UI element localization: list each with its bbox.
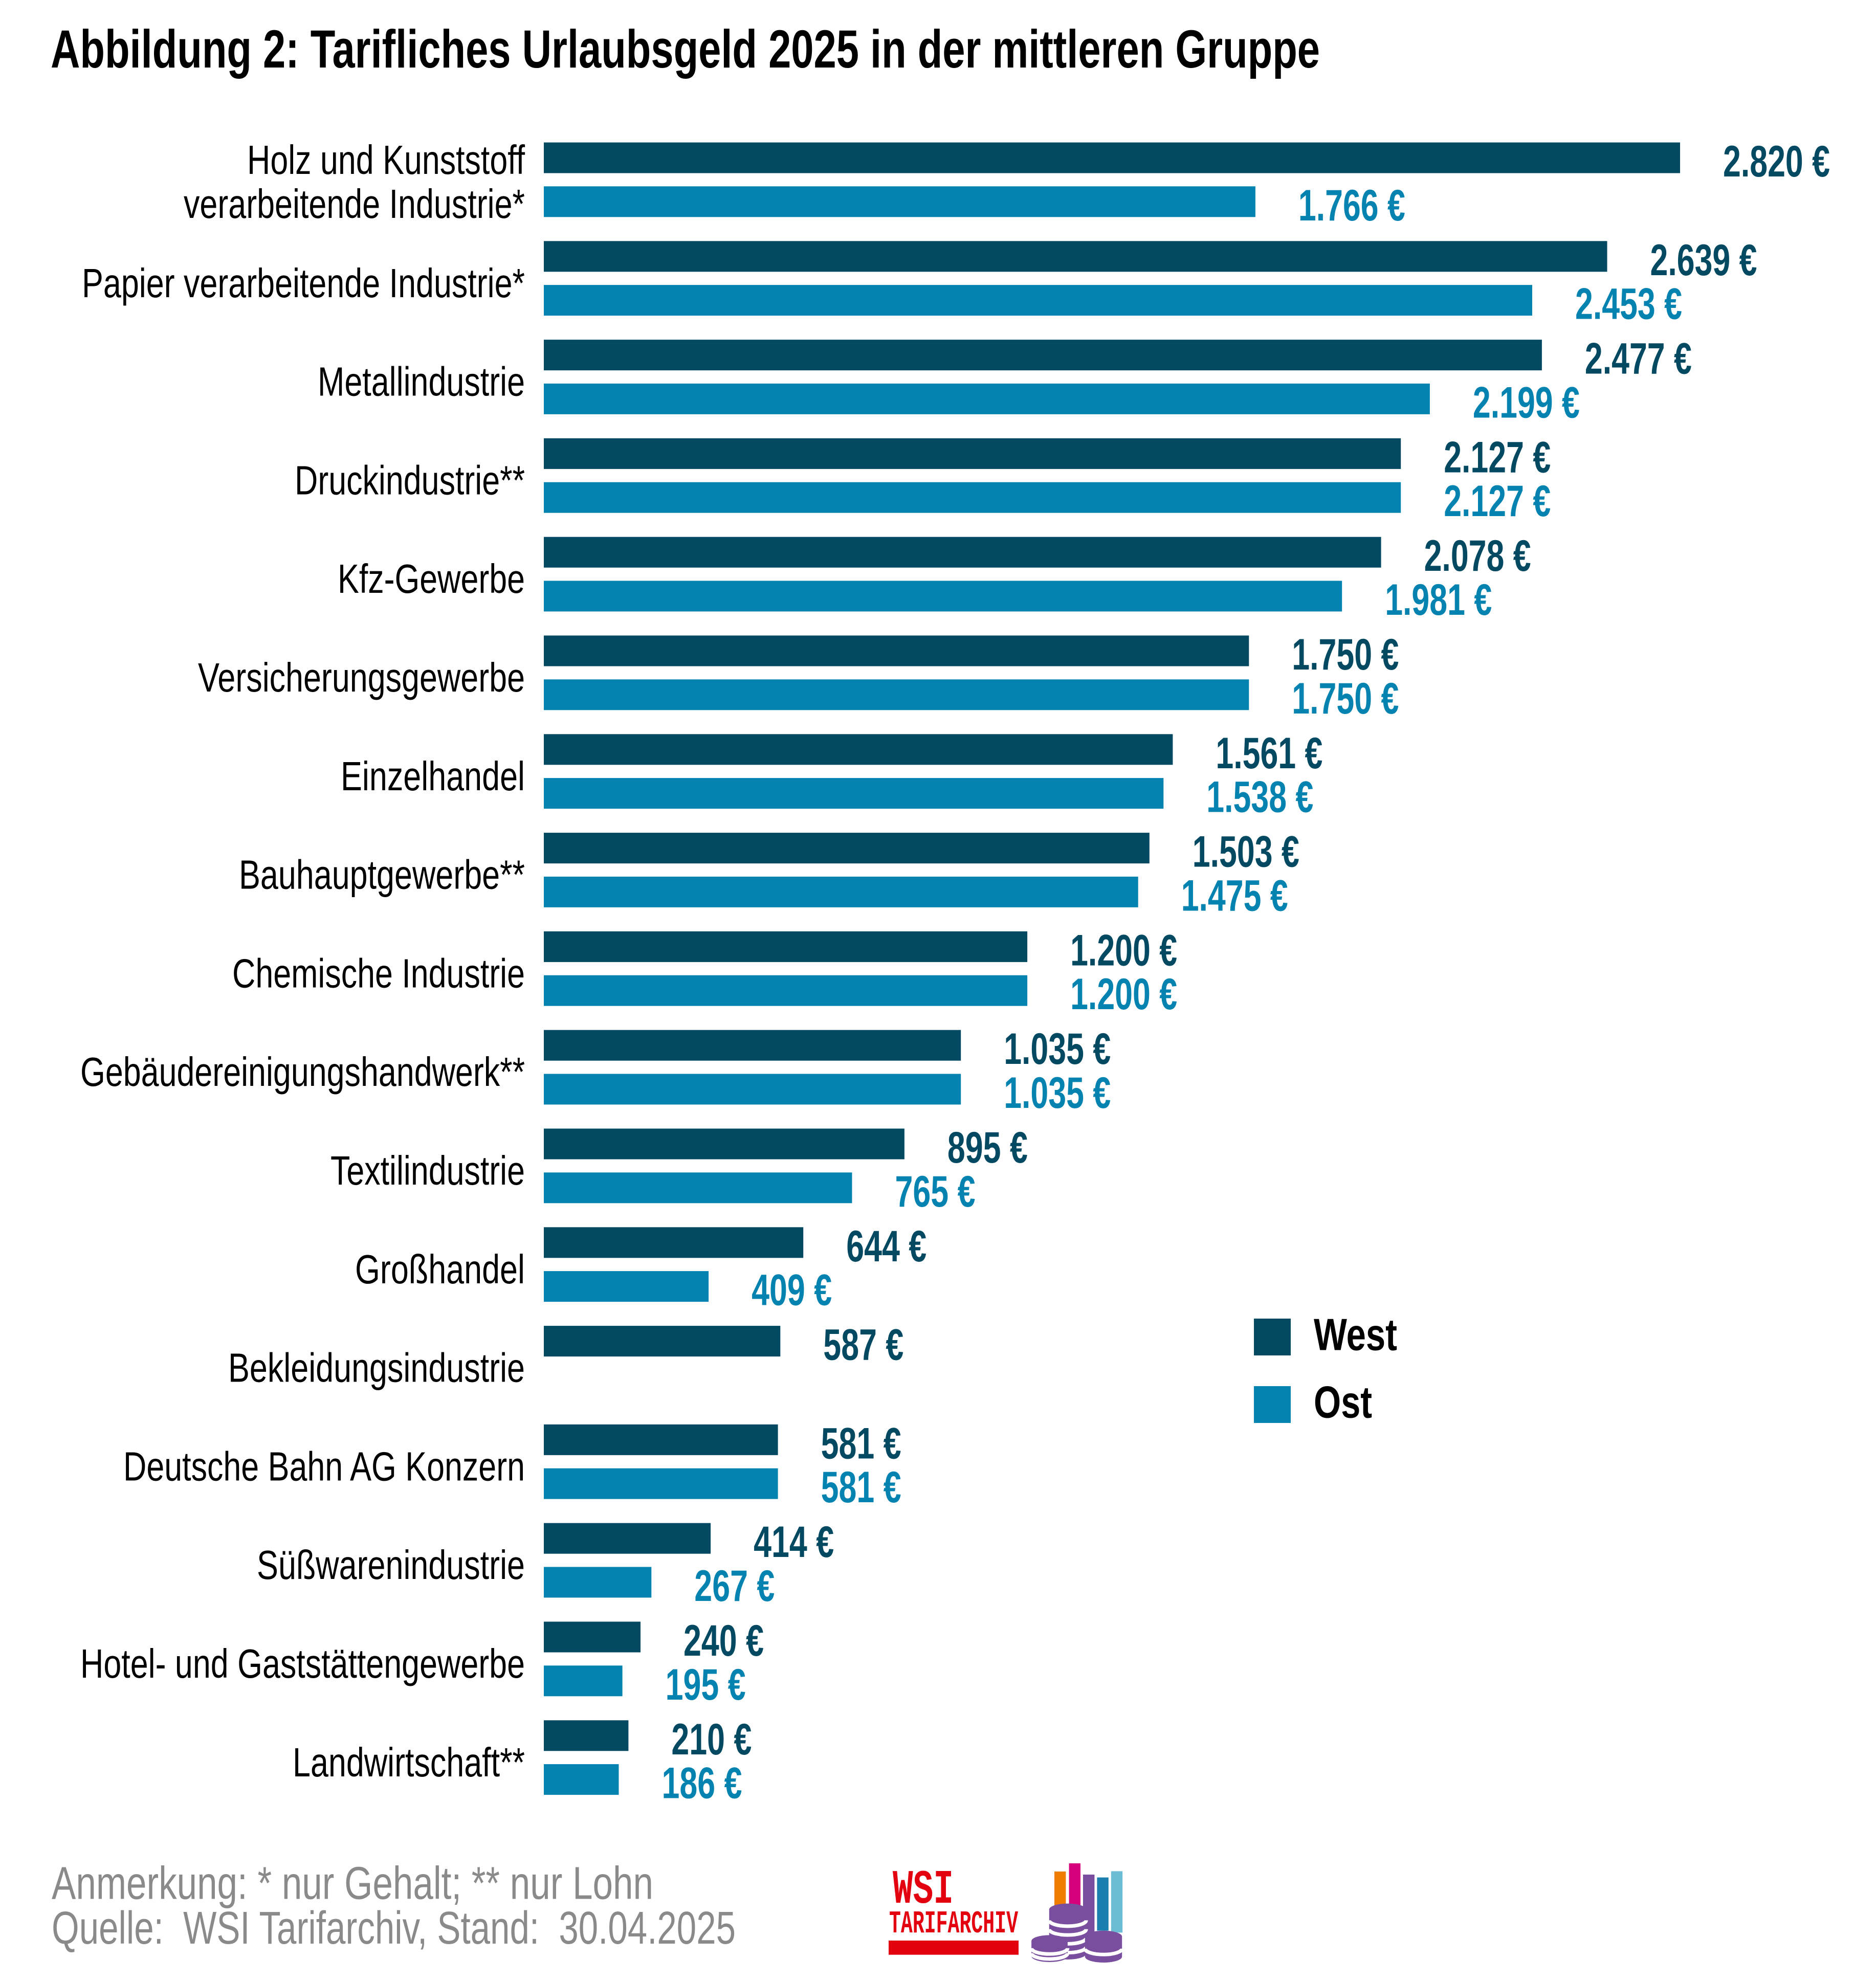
svg-text:2.127 €: 2.127 € <box>1444 477 1551 526</box>
svg-text:409 €: 409 € <box>752 1266 832 1315</box>
svg-text:1.766 €: 1.766 € <box>1298 181 1405 230</box>
svg-text:Papier verarbeitende Industrie: Papier verarbeitende Industrie* <box>82 260 525 306</box>
svg-text:895 €: 895 € <box>947 1123 1028 1172</box>
svg-text:1.200 €: 1.200 € <box>1070 926 1177 975</box>
svg-text:414 €: 414 € <box>754 1518 834 1567</box>
svg-text:1.035 €: 1.035 € <box>1004 1068 1111 1118</box>
svg-text:2.453 €: 2.453 € <box>1575 280 1682 329</box>
svg-text:2.199 €: 2.199 € <box>1473 378 1580 427</box>
svg-text:TARIFARCHIV: TARIFARCHIV <box>889 1906 1018 1942</box>
svg-text:1.475 €: 1.475 € <box>1181 871 1288 920</box>
svg-text:Ost: Ost <box>1314 1376 1372 1427</box>
svg-text:186 €: 186 € <box>662 1759 742 1808</box>
svg-text:765 €: 765 € <box>895 1167 976 1216</box>
svg-text:2.820 €: 2.820 € <box>1723 137 1830 186</box>
svg-text:Druckindustrie**: Druckindustrie** <box>295 457 525 503</box>
svg-text:1.561 €: 1.561 € <box>1216 729 1322 778</box>
svg-text:267 €: 267 € <box>694 1562 775 1611</box>
svg-text:1.538 €: 1.538 € <box>1206 773 1313 822</box>
svg-text:Deutsche Bahn AG Konzern: Deutsche Bahn AG Konzern <box>123 1443 525 1489</box>
svg-text:Gebäudereinigungshandwerk**: Gebäudereinigungshandwerk** <box>80 1049 525 1095</box>
svg-text:2.078 €: 2.078 € <box>1424 531 1531 581</box>
svg-text:1.035 €: 1.035 € <box>1004 1025 1111 1074</box>
svg-text:2.639 €: 2.639 € <box>1650 236 1757 285</box>
svg-text:Hotel- und Gaststättengewerbe: Hotel- und Gaststättengewerbe <box>80 1641 525 1686</box>
svg-text:Chemische Industrie: Chemische Industrie <box>232 950 525 996</box>
svg-text:2.127 €: 2.127 € <box>1444 433 1551 482</box>
svg-text:1.200 €: 1.200 € <box>1070 970 1177 1019</box>
svg-text:644 €: 644 € <box>846 1222 926 1271</box>
svg-text:West: West <box>1314 1309 1397 1360</box>
svg-text:210 €: 210 € <box>671 1715 752 1764</box>
svg-text:1.750 €: 1.750 € <box>1292 674 1399 723</box>
svg-text:Bekleidungsindustrie: Bekleidungsindustrie <box>228 1345 525 1391</box>
svg-text:Einzelhandel: Einzelhandel <box>341 753 525 799</box>
svg-text:verarbeitende Industrie*: verarbeitende Industrie* <box>184 181 525 227</box>
svg-text:Süßwarenindustrie: Süßwarenindustrie <box>257 1542 525 1588</box>
svg-text:Quelle: WSI Tarifarchiv, Stan: Quelle: WSI Tarifarchiv, Stand: 30.04.20… <box>52 1903 736 1954</box>
svg-text:Landwirtschaft**: Landwirtschaft** <box>293 1740 525 1785</box>
svg-text:Abbildung 2: Tarifliches Urlau: Abbildung 2: Tarifliches Urlaubsgeld 202… <box>51 19 1320 79</box>
svg-text:195 €: 195 € <box>666 1660 746 1709</box>
svg-text:1.981 €: 1.981 € <box>1385 575 1492 625</box>
svg-text:Holz und Kunststoff: Holz und Kunststoff <box>247 137 525 183</box>
svg-text:1.503 €: 1.503 € <box>1193 828 1299 877</box>
svg-text:Großhandel: Großhandel <box>355 1246 525 1292</box>
svg-text:581 €: 581 € <box>821 1419 901 1468</box>
svg-text:2.477 €: 2.477 € <box>1585 335 1692 384</box>
svg-text:WSI: WSI <box>893 1863 954 1918</box>
svg-text:Textilindustrie: Textilindustrie <box>330 1148 525 1193</box>
svg-text:Kfz-Gewerbe: Kfz-Gewerbe <box>338 556 525 602</box>
svg-text:1.750 €: 1.750 € <box>1292 630 1399 679</box>
svg-text:581 €: 581 € <box>821 1463 901 1512</box>
svg-text:Metallindustrie: Metallindustrie <box>318 359 525 405</box>
svg-text:Bauhauptgewerbe**: Bauhauptgewerbe** <box>239 852 525 898</box>
svg-text:Anmerkung: * nur Gehalt; ** nu: Anmerkung: * nur Gehalt; ** nur Lohn <box>52 1858 653 1909</box>
svg-text:587 €: 587 € <box>823 1321 903 1370</box>
svg-text:240 €: 240 € <box>683 1616 764 1665</box>
svg-text:Versicherungsgewerbe: Versicherungsgewerbe <box>198 655 525 700</box>
